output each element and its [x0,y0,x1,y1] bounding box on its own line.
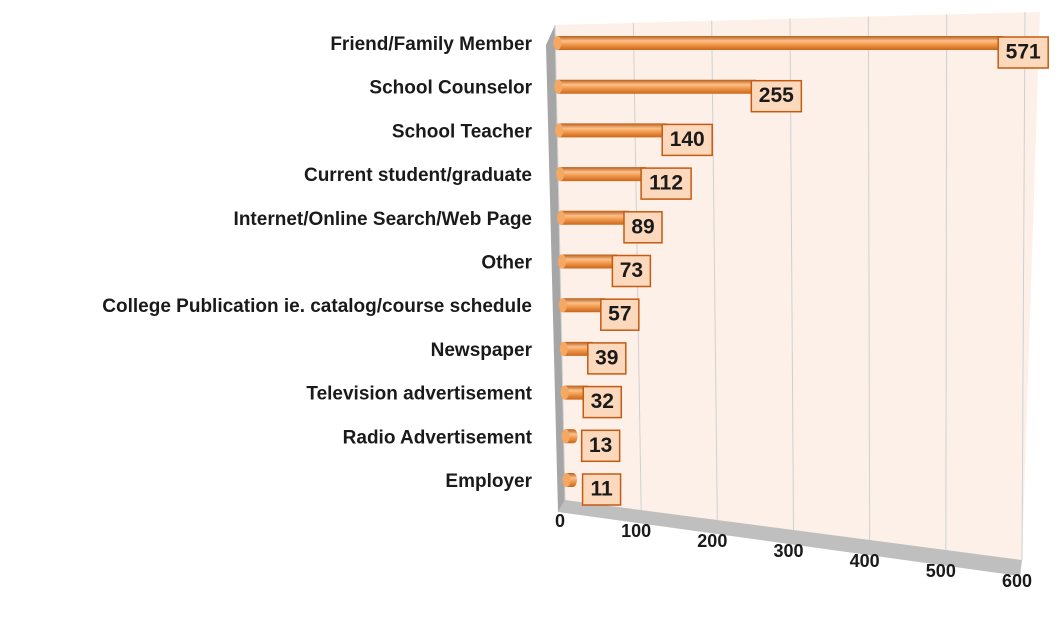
bar [559,341,596,356]
x-tick-label: 0 [555,511,565,531]
category-label: College Publication ie. catalog/course s… [102,296,532,317]
value-label: 140 [670,128,705,151]
bar [558,298,609,313]
category-label: School Counselor [369,78,532,99]
x-tick-label: 500 [926,561,956,581]
value-label-box [587,342,627,375]
value-label: 32 [591,390,614,413]
bar-cap [562,473,571,487]
value-label: 571 [1006,41,1041,64]
value-label-box [582,385,623,419]
side-wall [546,25,565,512]
value-label-box [997,36,1049,69]
value-label-box [661,123,713,157]
bar [553,36,1007,50]
bar [557,210,632,225]
bar [555,123,671,138]
grid-line [711,20,718,521]
x-tick-label: 300 [773,541,803,561]
bar-cap [554,79,563,94]
value-label: 89 [631,215,654,238]
value-label: 11 [590,478,613,501]
grid-line [867,16,871,541]
x-tick-label: 400 [850,551,880,571]
category-label: Newspaper [431,340,533,361]
value-label-box [600,298,640,331]
bar-cap [553,36,562,50]
bar-cap [556,167,565,182]
x-tick-label: 200 [697,531,727,551]
category-label: Employer [445,471,532,492]
bar-cap [557,254,566,269]
x-tick-label: 100 [621,521,651,541]
bar-cap [559,341,568,356]
grid-line [945,14,948,551]
floor [558,500,1022,576]
value-label: 39 [595,346,618,369]
value-label: 13 [589,434,612,457]
value-label-box [611,254,652,288]
value-label-box [623,211,663,244]
bar-cap [557,210,566,225]
category-label: Television advertisement [306,384,532,405]
category-label: Friend/Family Member [330,34,532,55]
category-label: Other [481,253,532,274]
value-label-box [581,473,622,506]
grid-line [1021,11,1026,561]
bar-cap [560,385,569,400]
bar [556,167,650,182]
value-label-box [580,429,621,463]
value-label-box [750,79,803,113]
value-label: 112 [649,172,683,195]
value-label: 255 [759,84,794,107]
bar [554,79,760,94]
bars: 571 255 140 112 89 73 57 39 32 13 11 [553,36,1049,506]
bar-cap [555,123,564,138]
category-label: Current student/graduate [304,165,532,186]
value-label-box [640,167,692,200]
bar-cap [558,298,567,313]
value-label: 57 [608,303,631,326]
x-tick-label: 600 [1002,571,1032,591]
category-label: Internet/Online Search/Web Page [234,209,532,230]
bar-cap [561,429,570,444]
bar [557,254,621,269]
value-label: 73 [620,259,643,282]
category-label: Radio Advertisement [343,427,533,448]
category-label: School Teacher [392,121,533,142]
